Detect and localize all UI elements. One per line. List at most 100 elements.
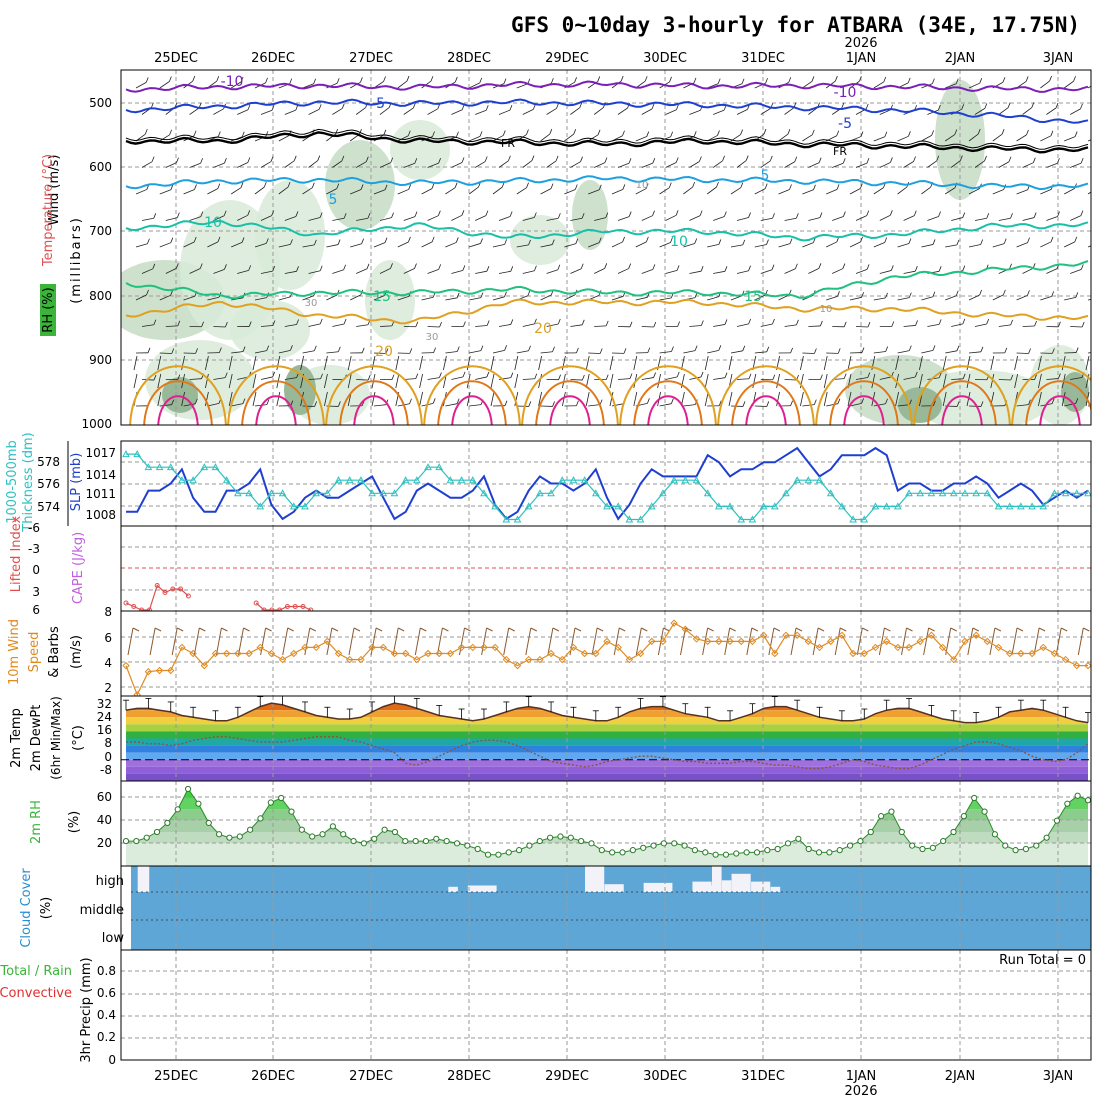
wind-barb [498,104,513,115]
barb-flag [311,182,315,188]
barb-shaft [855,377,868,380]
w10-marker [122,661,130,670]
thickness-marker [1028,502,1036,510]
wind-barb [189,211,204,221]
barb-flag [1031,102,1035,108]
thickness-tick: 574 [37,500,60,514]
barb-shaft [659,403,672,407]
barb-shaft [474,161,486,168]
w10-barb [326,627,333,656]
thickness-marker [368,489,376,497]
wind-barb [522,155,535,168]
barb-flag [504,239,508,245]
wind-barb [665,265,680,274]
wind-barb [659,398,674,407]
rh-marker [484,851,492,858]
w10-marker [894,643,902,652]
barb-flag [811,129,815,135]
barb-flag [414,211,418,217]
barb-shaft [443,355,447,371]
w10-marker [1039,643,1047,652]
barb-flag [769,155,773,162]
wind-barb [641,103,655,115]
wind-barb [332,103,345,115]
wind-barb [706,181,719,195]
wind-barb [308,318,323,327]
barb-flag [885,292,888,298]
barb-shaft [252,391,257,407]
barb-flag [842,211,846,217]
barb-flag [718,239,722,245]
thickness-marker [994,502,1003,510]
li-series [123,583,314,611]
w10-barb-flag [641,627,648,632]
barb-flag [861,398,864,404]
barb-flag [582,374,585,381]
barb-flag [266,399,270,405]
wind-barb [278,239,293,248]
barb-shaft [326,294,338,301]
cloud-bar-high [751,881,771,892]
thickness-marker [379,489,388,497]
barb-flag [717,78,721,84]
rh-blob [325,140,395,230]
wind-barb [641,264,656,274]
barb-shaft [1040,135,1052,142]
barb-shaft [379,325,393,327]
w10-marker [513,661,522,670]
barb-shaft [992,133,1003,142]
wind-barb [968,346,984,354]
barb-shaft [278,186,289,195]
barb-shaft [950,160,961,168]
wind-barb [1094,105,1100,115]
wind-barb [546,155,559,168]
rh-marker [443,837,450,845]
barb-flag [597,76,601,82]
wind-barb [594,212,609,221]
thickness-marker [547,489,555,497]
barb-shaft [570,379,583,381]
wind-barb [379,263,393,274]
w10-barb-flag [420,627,427,632]
barb-flag [365,156,369,162]
barb-flag [1074,236,1078,243]
barb-flag [790,347,793,354]
barb-flag [605,320,609,327]
barb-shaft [546,323,559,327]
wind-barb [641,158,656,168]
barb-flag [1057,211,1060,217]
barb-shaft [849,241,861,248]
barb-shaft [776,373,780,389]
barb-shaft [633,391,638,407]
wind-barb [754,401,770,407]
barb-flag [241,131,245,137]
barb-shaft [260,376,273,380]
w10-marker [167,666,175,675]
barb-shaft [611,80,622,89]
wind-barb [611,184,626,195]
barb-flag [724,319,728,325]
wind-barb [641,372,656,380]
rh-marker [133,837,140,845]
wind-barb [356,374,371,381]
wind-barb [165,212,180,221]
thickness-marker [524,502,533,510]
thickness-marker [189,476,197,484]
w10-marker [703,637,712,646]
wind-barb [373,184,388,195]
barb-shaft [903,215,915,221]
barb-shaft [784,217,797,221]
barb-flag [908,345,912,351]
barb-flag [171,399,175,405]
barb-shaft [397,241,409,248]
barb-flag [604,157,608,163]
w10-marker [871,643,880,652]
barb-flag [242,398,246,404]
barb-shaft [992,189,1004,195]
wind-barb [540,239,555,248]
w10-marker [524,655,533,664]
wind-barb [427,372,442,380]
barb-flag [748,373,752,379]
barb-shaft [826,403,838,407]
w10-barb-flag [1016,627,1024,632]
